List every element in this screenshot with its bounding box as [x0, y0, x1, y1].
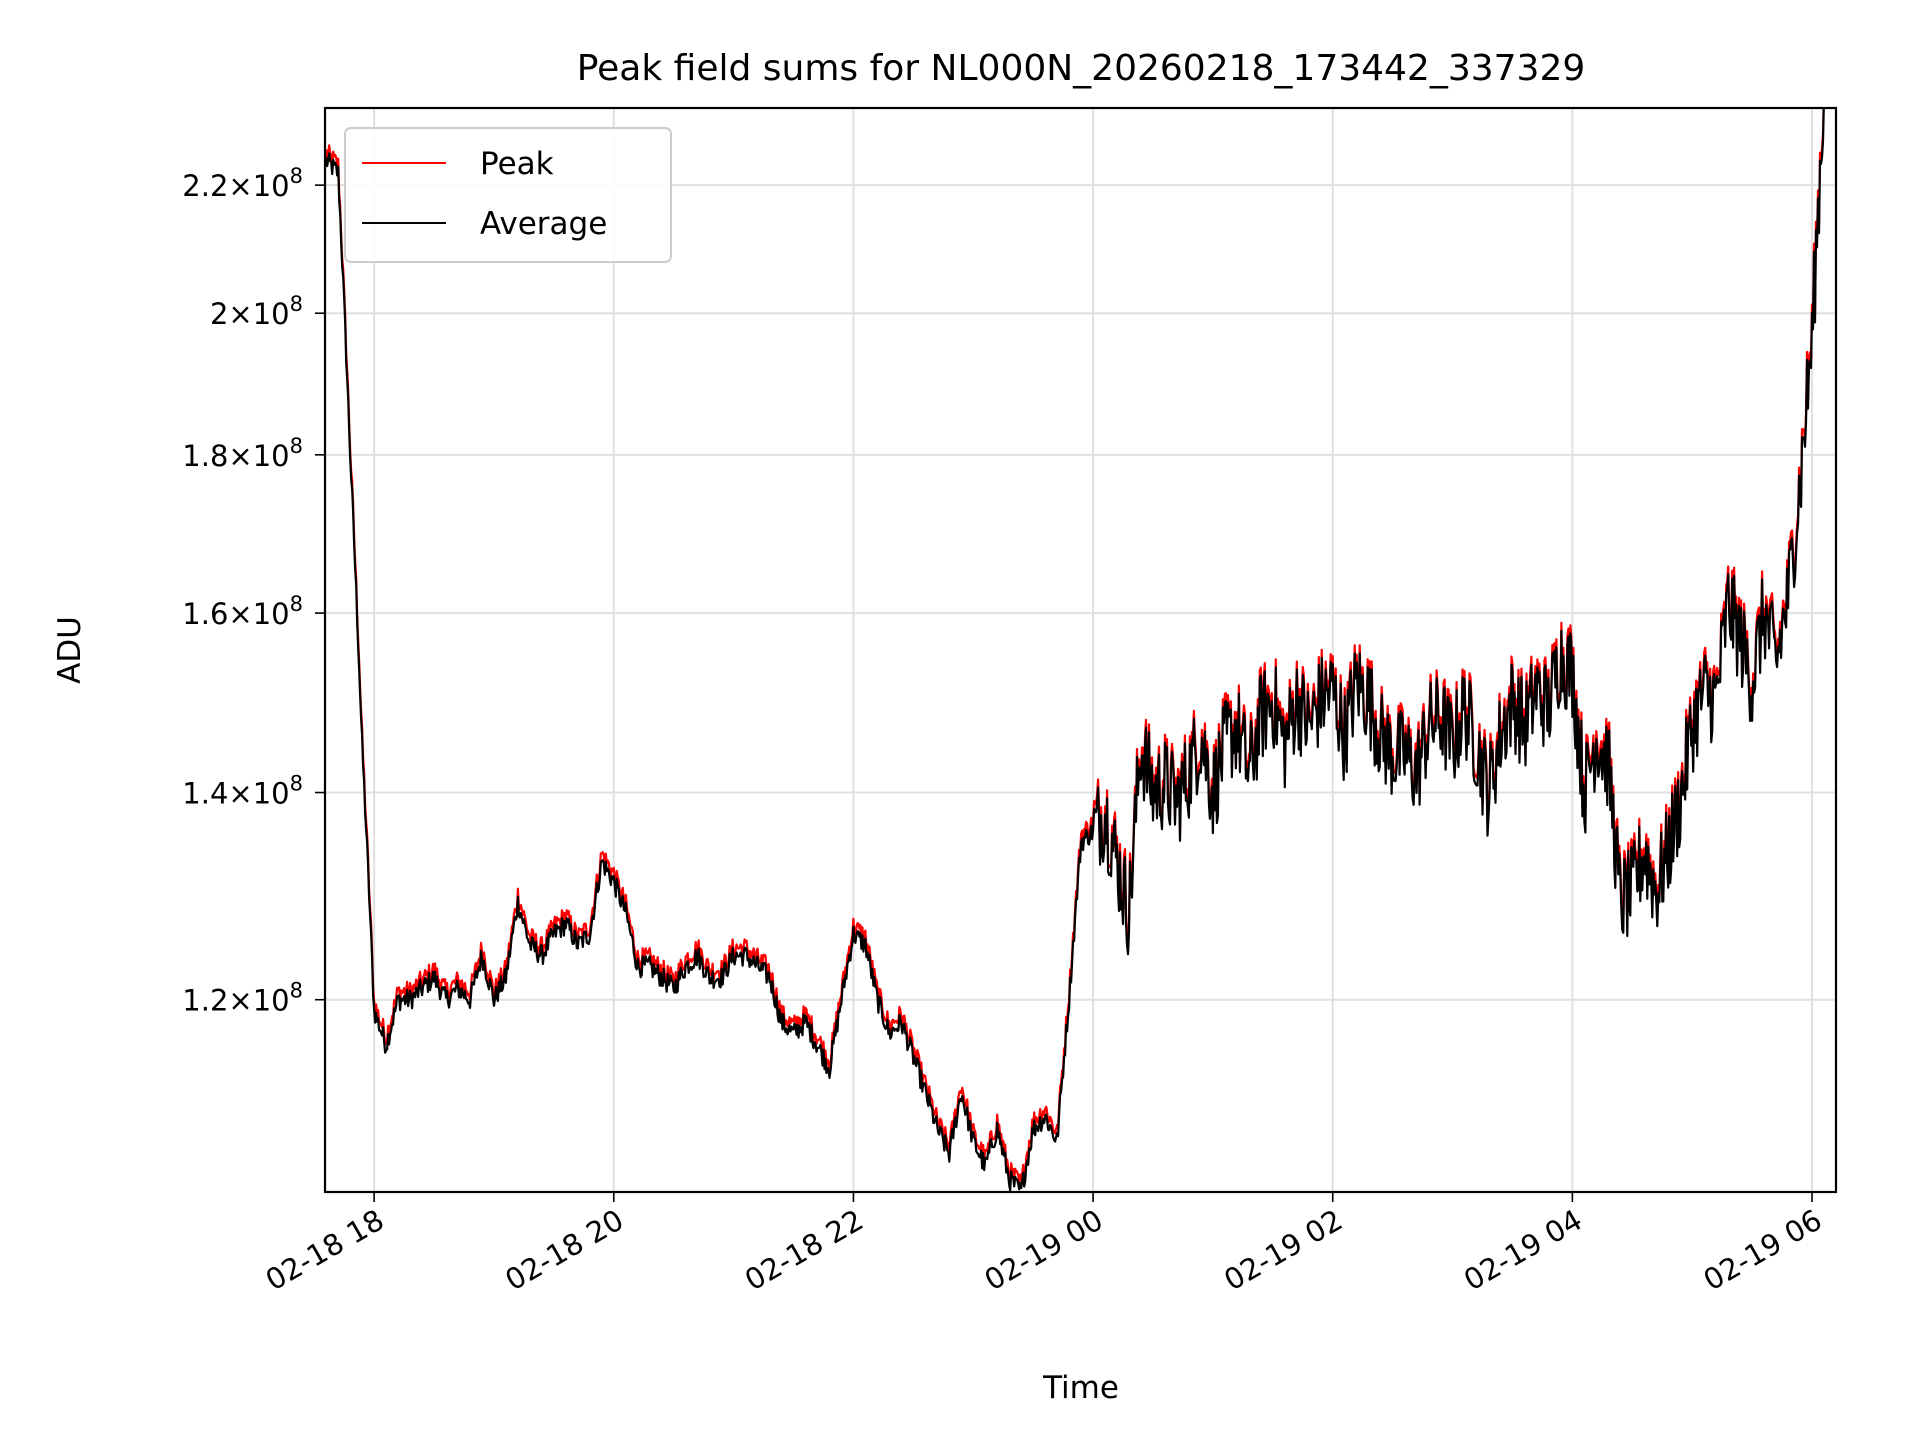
- chart-title: Peak field sums for NL000N_20260218_1734…: [577, 48, 1586, 89]
- y-tick-label: 1.2×108: [182, 979, 303, 1018]
- y-axis-label: ADU: [52, 616, 88, 684]
- y-tick-label: 2.2×108: [182, 164, 303, 203]
- plot-frame: [323, 106, 1838, 1194]
- legend-label-peak: Peak: [480, 146, 554, 182]
- y-tick-label: 1.4×108: [182, 772, 303, 811]
- y-tick-label: 2×108: [210, 292, 303, 331]
- series-line-average: [325, 108, 1825, 1192]
- x-axis-label: Time: [1042, 1370, 1119, 1406]
- legend: Peak Average: [344, 127, 672, 263]
- y-axis-ticks: 1.2×108 1.4×108 1.6×108 1.8×108 2×108 2.2×108: [182, 164, 325, 1018]
- y-tick-label: 1.8×108: [182, 434, 303, 473]
- y-tick-label: 1.6×108: [182, 592, 303, 631]
- plot-series: [325, 108, 1825, 1192]
- legend-label-average: Average: [480, 206, 607, 242]
- legend-box: [344, 127, 672, 263]
